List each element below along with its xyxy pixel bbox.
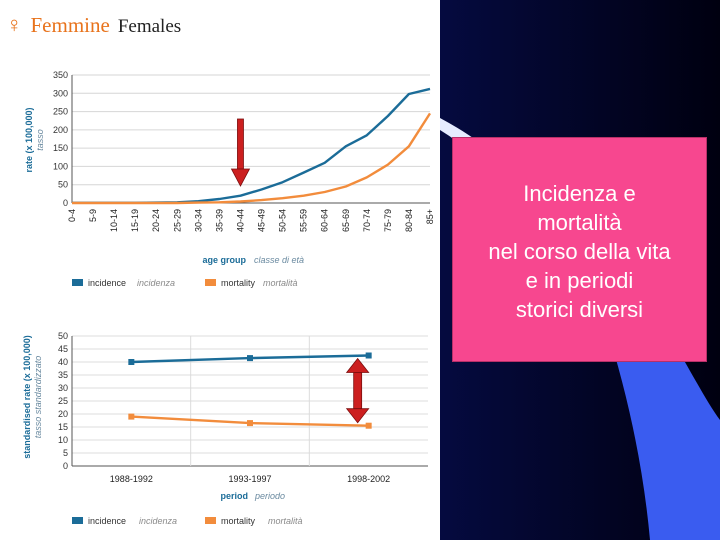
x-axis-label-bottom: period	[220, 491, 248, 501]
x-tick-label: 15-19	[130, 209, 140, 232]
x-axis-label-it-top: classe di età	[254, 255, 304, 265]
chart-figure: ♀ Femmine Females 0 50 100 150 200 250 300 350 …	[0, 0, 440, 540]
x-tick-label: 60-64	[320, 209, 330, 232]
x-tick-label: 5-9	[88, 209, 98, 222]
y-tick-label: 30	[58, 383, 68, 393]
legend-label-mortality: mortality	[221, 516, 256, 526]
x-tick-label: 50-54	[278, 209, 288, 232]
y-tick-label: 200	[53, 125, 68, 135]
annotation-top	[230, 118, 251, 187]
callout-text: Incidenza e mortalità nel corso della vi…	[488, 181, 671, 322]
y-tick-label: 250	[53, 107, 68, 117]
y-axis-label-it-bottom: tasso standardizzato	[33, 356, 43, 439]
y-axis-bottom: 0 5 10 15 20 25 30 35 40 45 50	[58, 331, 73, 471]
x-tick-label: 25-29	[172, 209, 182, 232]
legend-top: incidence incidenza mortality mortalità	[72, 278, 298, 288]
header-title-it: Femmine	[30, 13, 110, 37]
y-tick-label: 5	[63, 448, 68, 458]
legend-bottom: incidence incidenza mortality mortalità	[72, 516, 303, 526]
double-arrow-head-up	[345, 357, 370, 373]
data-point-incidence	[365, 352, 372, 359]
annotation-bottom	[345, 357, 370, 424]
x-tick-label: 35-39	[214, 209, 224, 232]
y-tick-label: 35	[58, 370, 68, 380]
y-tick-label: 15	[58, 422, 68, 432]
y-tick-label: 45	[58, 344, 68, 354]
y-axis-label-top: rate (x 100,000)	[24, 107, 34, 172]
legend-label-incidence: incidence	[88, 278, 126, 288]
x-axis-label-top: age group	[202, 255, 246, 265]
y-axis-label-it-top: tasso	[35, 129, 45, 151]
legend-swatch-incidence	[72, 279, 83, 286]
grid-top	[72, 74, 430, 204]
x-tick-label: 65-69	[341, 209, 351, 232]
x-tick-label: 40-44	[235, 209, 245, 232]
legend-label-incidence: incidence	[88, 516, 126, 526]
legend-swatch-mortality	[205, 517, 216, 524]
data-point-mortality	[365, 422, 372, 429]
x-tick-label: 10-14	[109, 209, 119, 232]
y-tick-label: 50	[58, 180, 68, 190]
y-tick-label: 300	[53, 88, 68, 98]
series-bottom	[128, 352, 372, 429]
y-tick-label: 350	[53, 70, 68, 80]
x-tick-label: 20-24	[151, 209, 161, 232]
y-tick-label: 0	[63, 461, 68, 471]
legend-label-incidence-it: incidenza	[139, 516, 177, 526]
legend-label-mortality-it: mortalità	[263, 278, 298, 288]
x-tick-label: 55-59	[299, 209, 309, 232]
header-title-en: Females	[117, 16, 182, 37]
x-tick-label: 30-34	[193, 209, 203, 232]
down-arrow-head	[230, 168, 251, 187]
x-axis-top: 0-4 5-9 10-14 15-19 20-24 25-29 30-34 35-39 40-4…	[67, 209, 435, 232]
y-tick-label: 10	[58, 435, 68, 445]
y-tick-label: 25	[58, 396, 68, 406]
double-arrow-shaft	[353, 372, 363, 410]
x-tick-label: 1988-1992	[110, 474, 153, 484]
callout-box: Incidenza e mortalità nel corso della vi…	[452, 137, 707, 362]
x-tick-label: 70-74	[362, 209, 372, 232]
x-tick-label: 0-4	[67, 209, 77, 222]
double-arrow-head-down	[345, 408, 370, 424]
x-tick-label: 45-49	[257, 209, 267, 232]
data-point-incidence	[247, 355, 253, 362]
series-line-incidence	[72, 87, 431, 205]
legend-swatch-incidence	[72, 517, 83, 524]
y-axis-top: 0 50 100 150 200 250 300 350	[53, 70, 73, 208]
data-point-mortality	[247, 420, 253, 427]
x-tick-label: 80-84	[404, 209, 414, 232]
legend-label-mortality-it: mortalità	[268, 516, 303, 526]
x-tick-label: 75-79	[383, 209, 393, 232]
y-axis-label-bottom: standardised rate (x 100,000)	[22, 335, 32, 459]
x-tick-label: 85+	[425, 209, 435, 224]
series-line-mortality	[72, 112, 432, 205]
x-tick-label: 1993-1997	[228, 474, 271, 484]
x-axis-label-it-bottom: periodo	[254, 491, 285, 501]
x-tick-label: 1998-2002	[347, 474, 390, 484]
female-symbol-icon: ♀	[6, 12, 23, 37]
figure-header: ♀ Femmine Females	[6, 12, 181, 42]
y-tick-label: 20	[58, 409, 68, 419]
legend-swatch-mortality	[205, 279, 216, 286]
legend-label-mortality: mortality	[221, 278, 256, 288]
y-tick-label: 100	[53, 161, 68, 171]
series-top	[72, 87, 432, 205]
y-tick-label: 150	[53, 143, 68, 153]
data-point-incidence	[128, 359, 135, 365]
age-group-chart: 0 50 100 150 200 250 300 350 0-4 5-9 10-14 15-19 20…	[24, 70, 435, 288]
down-arrow-shaft	[237, 118, 244, 170]
y-tick-label: 40	[58, 357, 68, 367]
legend-label-incidence-it: incidenza	[137, 278, 175, 288]
y-tick-label: 50	[58, 331, 68, 341]
x-axis-bottom: 1988-1992 1993-1997 1998-2002	[110, 474, 390, 484]
data-point-mortality	[128, 413, 135, 420]
y-tick-label: 0	[63, 198, 68, 208]
